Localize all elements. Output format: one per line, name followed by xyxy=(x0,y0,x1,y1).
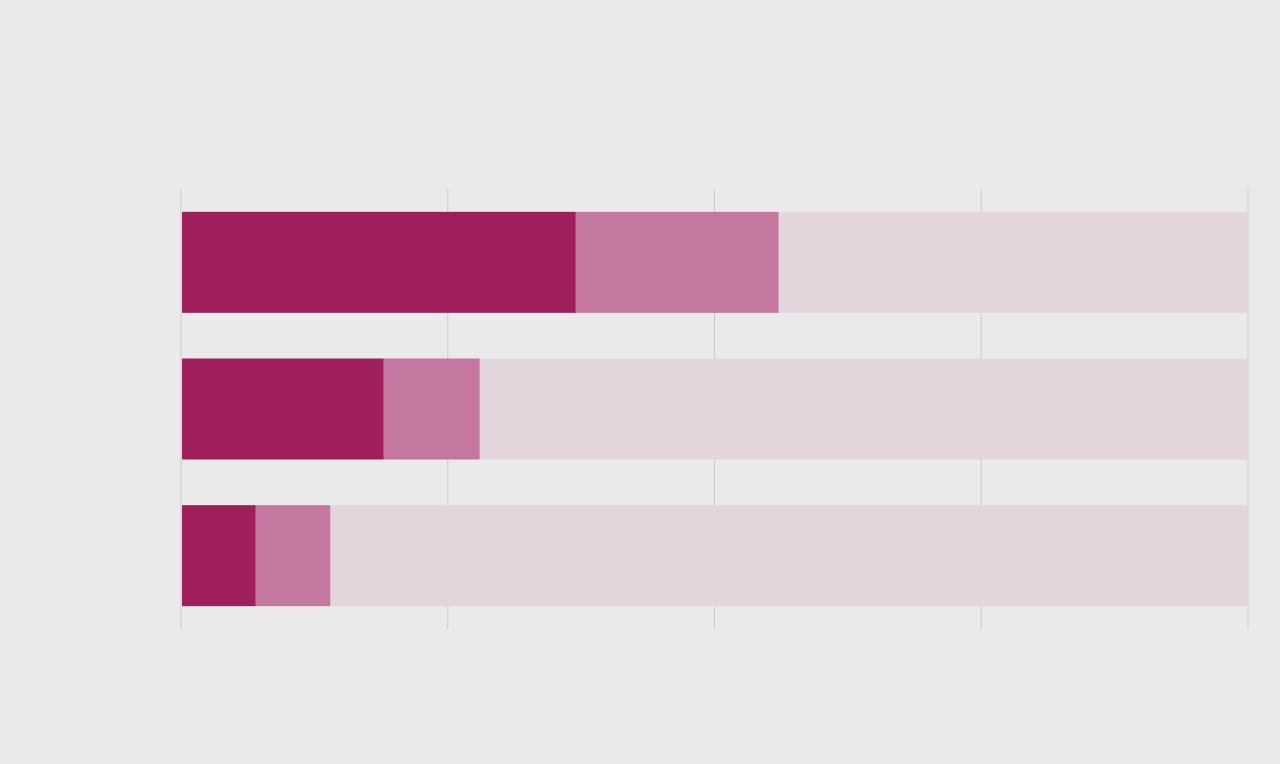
bar-segment xyxy=(330,505,1248,607)
bar-segment xyxy=(182,505,256,607)
bar-segment xyxy=(255,505,331,607)
bar-segment xyxy=(182,211,576,313)
bar-segment xyxy=(383,358,480,460)
bar-segment xyxy=(778,211,1248,313)
bar-segment xyxy=(575,211,779,313)
bar-segment xyxy=(479,358,1248,460)
bar-segment xyxy=(182,358,384,460)
